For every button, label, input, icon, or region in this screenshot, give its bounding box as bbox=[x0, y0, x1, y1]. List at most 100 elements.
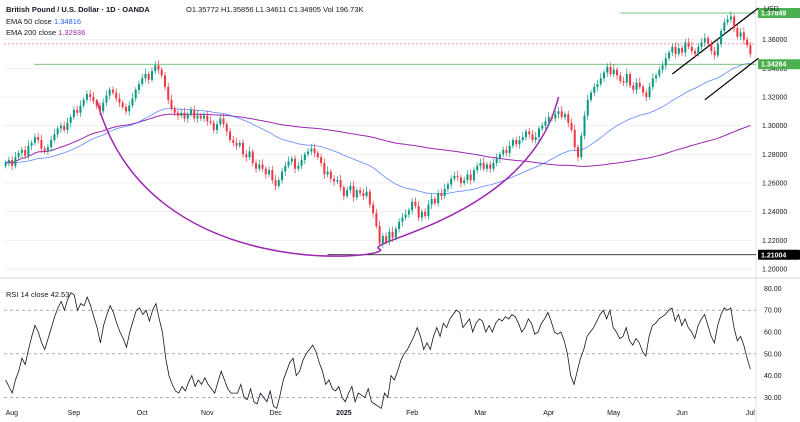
symbol-line: British Pound / U.S. Dollar · 1D · OANDA bbox=[6, 5, 150, 14]
candle-body bbox=[329, 171, 332, 179]
candle-body bbox=[193, 109, 196, 119]
candle-body bbox=[206, 115, 209, 122]
candle-body bbox=[24, 150, 27, 156]
currency-label: USD bbox=[764, 6, 779, 13]
candle-body bbox=[248, 151, 251, 158]
rsi-tick-label: 30.00 bbox=[764, 395, 782, 402]
price-level-label: 1.34284 bbox=[761, 62, 786, 69]
candle-body bbox=[92, 96, 95, 102]
price-level-tag bbox=[758, 8, 800, 19]
candle-body bbox=[157, 65, 160, 70]
candle-body bbox=[108, 89, 111, 96]
candle-body bbox=[294, 158, 297, 169]
candle-body bbox=[320, 157, 323, 163]
candle-body bbox=[720, 30, 723, 44]
candle-body bbox=[375, 213, 378, 227]
rsi-legend: RSI 14 close 42.53 bbox=[6, 290, 69, 299]
candle-body bbox=[163, 75, 166, 87]
candle-body bbox=[489, 164, 492, 169]
candle-body bbox=[664, 58, 667, 66]
candle-body bbox=[713, 51, 716, 56]
candle-body bbox=[524, 131, 527, 138]
candle-body bbox=[463, 180, 466, 184]
candle-body bbox=[63, 125, 66, 130]
candle-body bbox=[297, 165, 300, 169]
candle-body bbox=[668, 52, 671, 59]
candle-body bbox=[671, 46, 674, 53]
candle-body bbox=[154, 65, 157, 72]
price-level-label: 1.21004 bbox=[761, 252, 786, 259]
candle-body bbox=[550, 117, 553, 119]
candle-body bbox=[378, 226, 381, 244]
ohlc-readout: O1.35772 H1.35856 L1.34611 C1.34905 Vol … bbox=[186, 5, 364, 14]
candle-body bbox=[176, 112, 179, 116]
price-tick-label: 1.20000 bbox=[762, 267, 787, 274]
candle-body bbox=[661, 65, 664, 70]
candle-body bbox=[277, 180, 280, 186]
channel-upper-line bbox=[671, 7, 759, 75]
candle-body bbox=[677, 48, 680, 54]
candle-body bbox=[141, 78, 144, 85]
candle-body bbox=[274, 180, 277, 186]
candle-body bbox=[53, 134, 56, 140]
candle-body bbox=[645, 92, 648, 97]
candle-body bbox=[557, 111, 560, 115]
candle-body bbox=[508, 145, 511, 153]
ohlc-values: O1.35772 H1.35856 L1.34611 C1.34905 Vol … bbox=[186, 5, 364, 14]
candle-body bbox=[196, 115, 199, 119]
time-tick-label: Nov bbox=[201, 410, 214, 417]
candle-body bbox=[82, 99, 85, 106]
price-tick-label: 1.28000 bbox=[762, 152, 787, 159]
candle-body bbox=[189, 109, 193, 115]
rsi-panel bbox=[5, 292, 751, 410]
candle-body bbox=[609, 66, 612, 74]
candle-body bbox=[417, 206, 420, 218]
candle-body bbox=[590, 92, 593, 100]
time-tick-label: Oct bbox=[137, 410, 148, 417]
candle-body bbox=[124, 107, 127, 112]
candle-body bbox=[59, 125, 62, 129]
candle-body bbox=[648, 86, 651, 97]
candle-body bbox=[420, 211, 423, 218]
candle-body bbox=[303, 154, 306, 161]
candle-body bbox=[385, 236, 388, 242]
time-tick-label: Mar bbox=[474, 410, 487, 417]
candle-body bbox=[170, 99, 173, 109]
candle-body bbox=[707, 38, 710, 44]
candle-body bbox=[690, 46, 693, 52]
price-tick-label: 1.30000 bbox=[762, 123, 787, 130]
rsi-tick-label: 70.00 bbox=[764, 308, 782, 315]
candle-body bbox=[459, 177, 462, 184]
candle-body bbox=[216, 124, 219, 130]
candle-body bbox=[50, 140, 53, 148]
candle-body bbox=[89, 94, 92, 97]
candle-body bbox=[716, 43, 719, 56]
candle-body bbox=[20, 150, 23, 153]
candle-body bbox=[69, 117, 72, 123]
candle-body bbox=[326, 171, 329, 175]
time-tick-label: Jul bbox=[746, 410, 755, 417]
candle-body bbox=[398, 221, 401, 229]
candle-body bbox=[98, 105, 101, 112]
candle-body bbox=[619, 75, 622, 82]
rsi-tick-label: 40.00 bbox=[764, 373, 782, 380]
rsi-tick-label: 50.00 bbox=[764, 351, 782, 358]
candle-body bbox=[729, 16, 732, 20]
price-tick-label: 1.24000 bbox=[762, 209, 787, 216]
candle-body bbox=[219, 118, 222, 125]
candle-body bbox=[359, 190, 362, 194]
candle-body bbox=[167, 86, 170, 100]
candle-body bbox=[658, 69, 661, 76]
time-tick-label: Apr bbox=[543, 410, 555, 417]
candle-body bbox=[749, 45, 752, 54]
cup-arc bbox=[95, 96, 560, 257]
candle-body bbox=[346, 190, 349, 196]
rsi-tick-label: 60.00 bbox=[764, 330, 782, 337]
candle-body bbox=[7, 160, 10, 163]
candle-body bbox=[430, 198, 433, 205]
candle-body bbox=[485, 164, 488, 169]
candle-body bbox=[495, 158, 498, 163]
candle-body bbox=[606, 66, 609, 73]
candle-body bbox=[131, 98, 134, 106]
